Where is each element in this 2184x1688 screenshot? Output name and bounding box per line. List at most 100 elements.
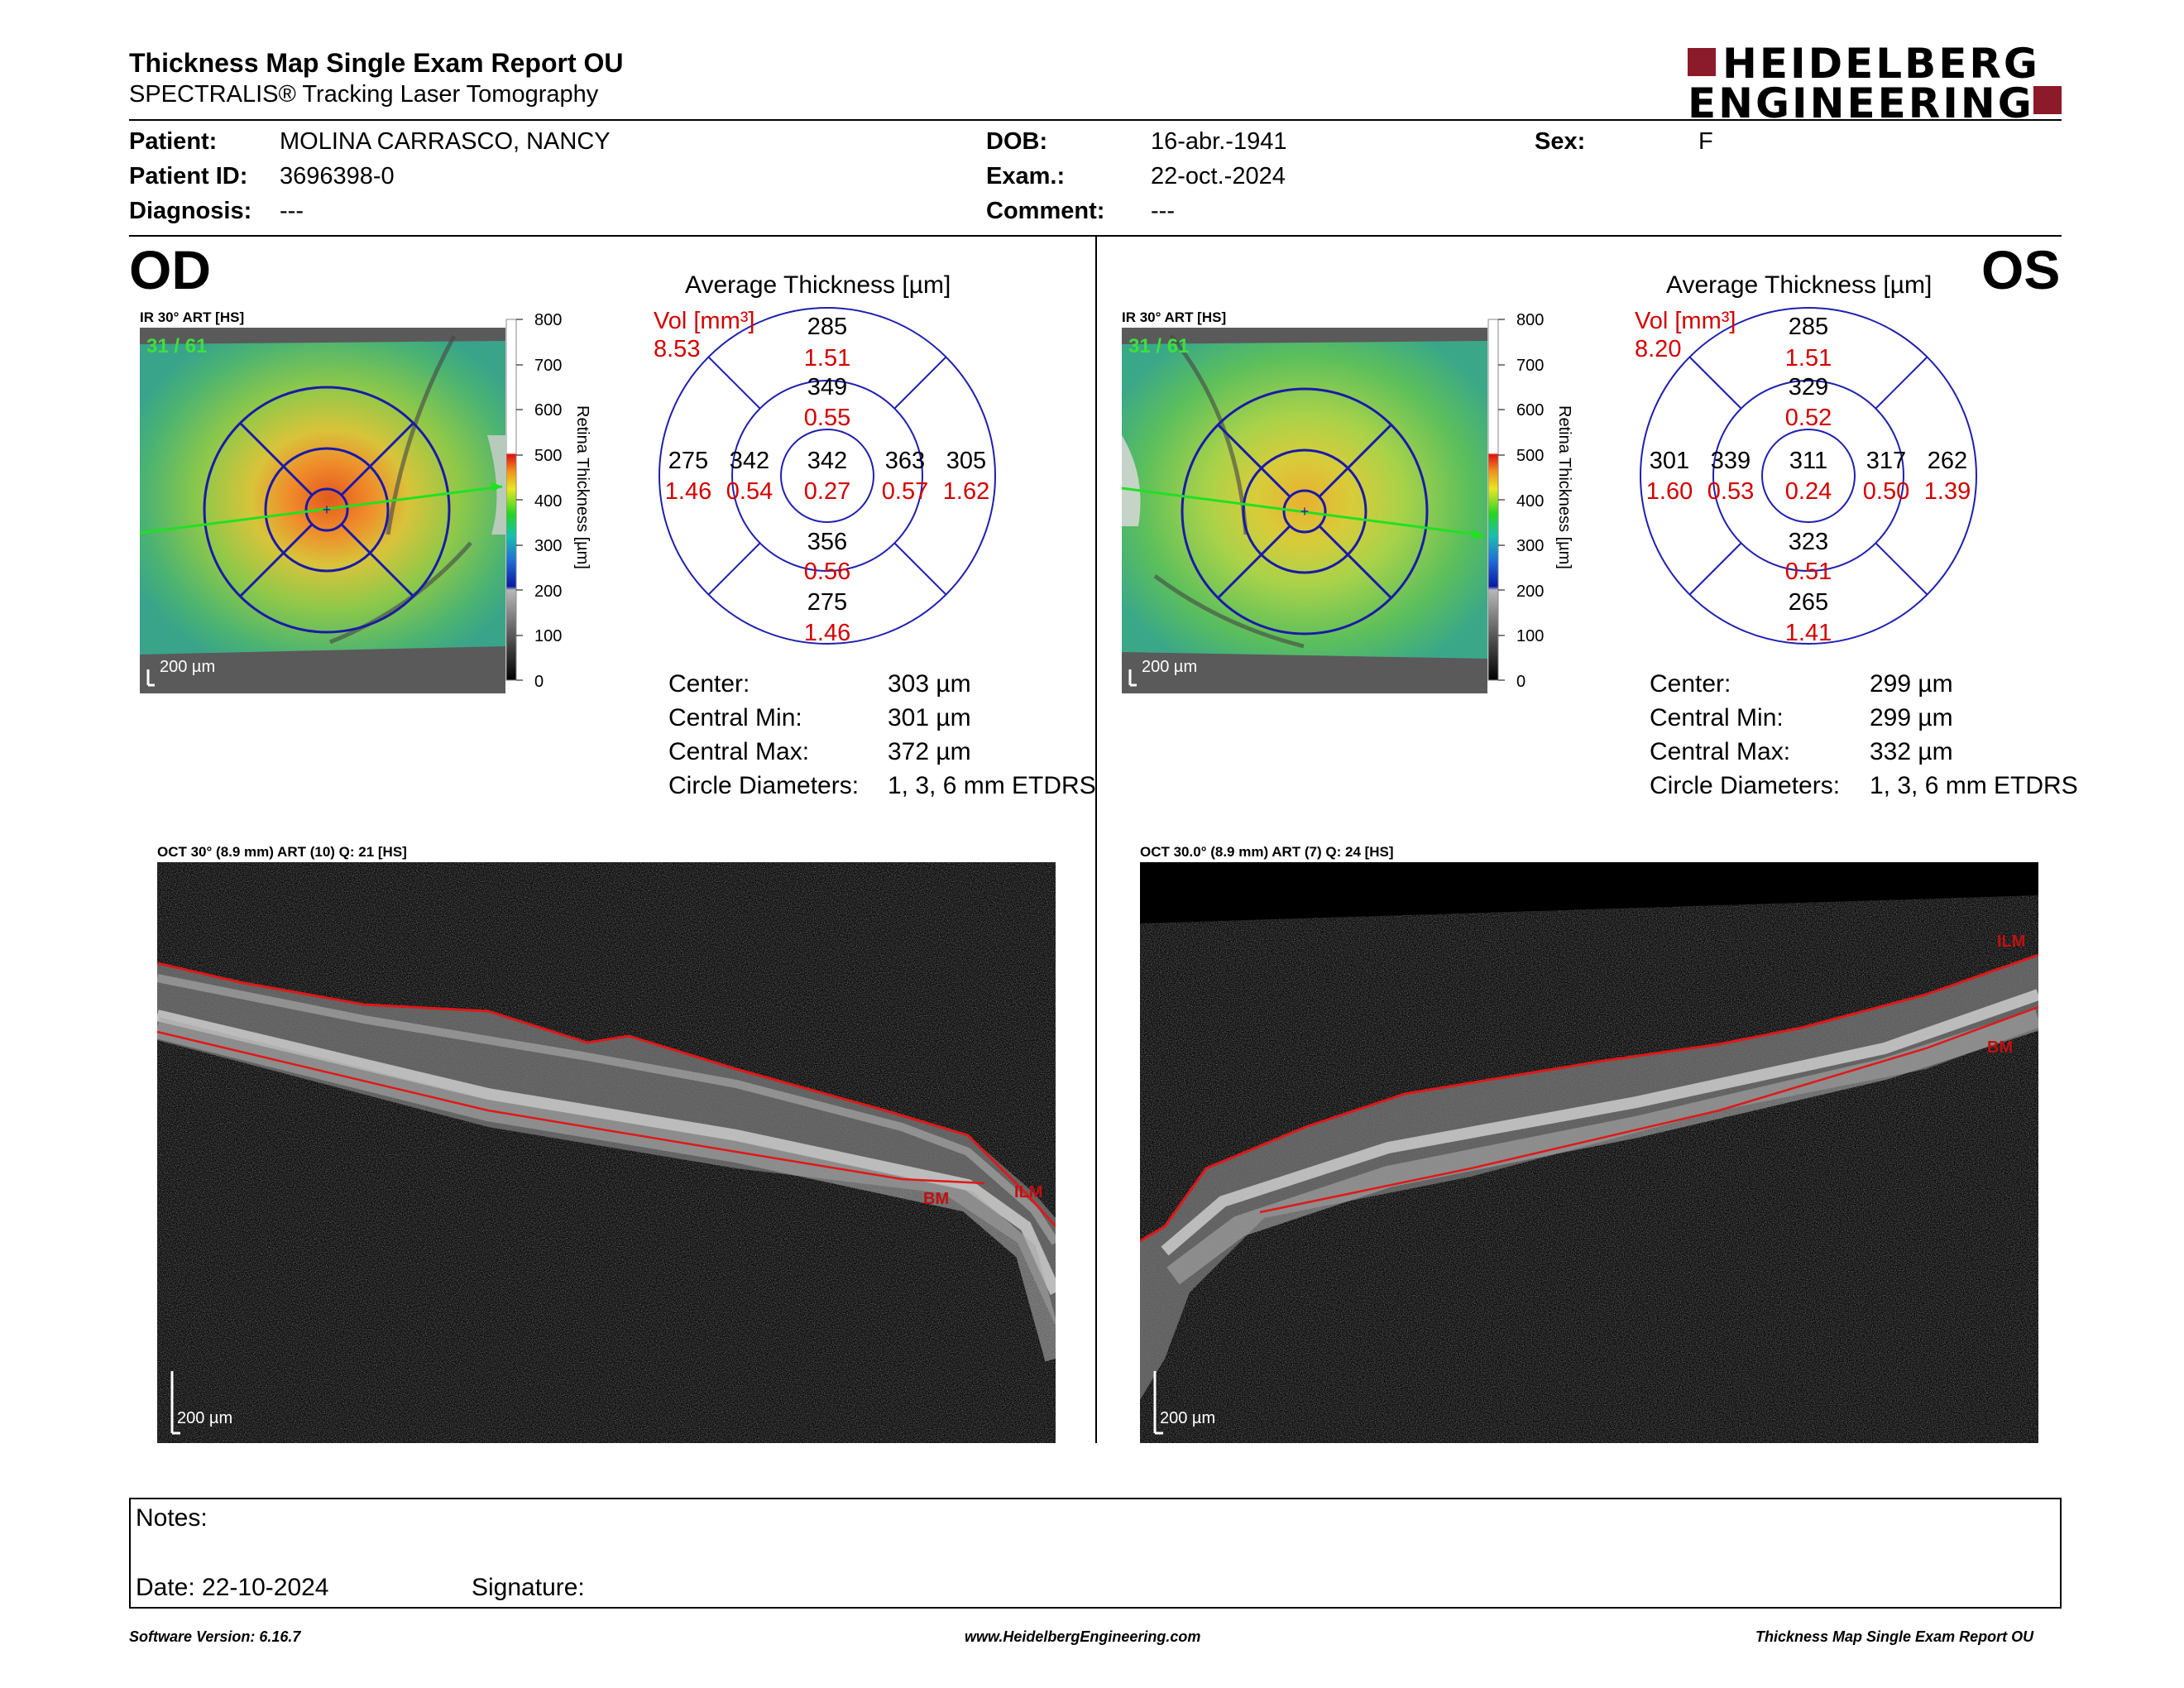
od-outer-bottom-volume: 1.46 bbox=[804, 620, 850, 646]
notes-box: Notes: Date: 22-10-2024 Signature: bbox=[129, 1498, 2062, 1609]
cbar-tick: 700 bbox=[534, 357, 562, 375]
od-oct-label: OCT 30° (8.9 mm) ART (10) Q: 21 [HS] bbox=[157, 844, 407, 860]
cbar-tick: 600 bbox=[534, 401, 562, 420]
os-outer-top-volume: 1.51 bbox=[1785, 345, 1832, 372]
od-stat-label: Center: bbox=[668, 670, 750, 698]
os-center-thickness: 311 bbox=[1789, 448, 1827, 474]
patient-label: Patient: bbox=[129, 128, 218, 155]
os-outer-bottom-volume: 1.41 bbox=[1785, 620, 1832, 646]
os-stat-value: 299 µm bbox=[1870, 670, 1953, 698]
od-inner-top-thickness: 349 bbox=[807, 374, 847, 400]
os-ir-label: IR 30° ART [HS] bbox=[1122, 309, 1227, 325]
cbar-tick: 600 bbox=[1516, 401, 1544, 420]
notes-label: Notes: bbox=[136, 1504, 208, 1532]
os-fundus-scale: 200 µm bbox=[1142, 658, 1197, 676]
od-vol-label: Vol [mm³] bbox=[654, 308, 755, 334]
os-inner-left-volume: 0.53 bbox=[1707, 478, 1754, 505]
logo-line1: HEIDELBERG bbox=[1722, 40, 2040, 88]
os-outer-left-volume: 1.60 bbox=[1646, 478, 1693, 505]
od-outer-left-thickness: 275 bbox=[668, 448, 708, 474]
os-vol-value: 8.20 bbox=[1635, 336, 1682, 362]
cbar-tick: 700 bbox=[1516, 357, 1544, 375]
od-stat-value: 1, 3, 6 mm ETDRS bbox=[888, 772, 1096, 799]
os-inner-bottom-volume: 0.51 bbox=[1785, 559, 1832, 585]
diagnosis-value: --- bbox=[280, 198, 304, 224]
cbar-tick: 100 bbox=[534, 627, 562, 645]
od-fundus-map: + 31 / 61 200 µm bbox=[140, 328, 505, 693]
os-stat-label: Center: bbox=[1650, 670, 1731, 698]
sex-label: Sex: bbox=[1535, 128, 1586, 155]
cbar-tick: 400 bbox=[1516, 492, 1544, 511]
od-stat-value: 372 µm bbox=[888, 738, 971, 765]
od-stat-label: Central Max: bbox=[668, 738, 810, 765]
os-avg-title: Average Thickness [µm] bbox=[1666, 271, 1933, 299]
os-frame-counter: 31 / 61 bbox=[1128, 335, 1189, 357]
os-eye-label: OS bbox=[1981, 239, 2061, 300]
od-fundus-scale: 200 µm bbox=[160, 658, 215, 676]
od-inner-left-thickness: 342 bbox=[730, 448, 769, 474]
os-outer-top-thickness: 285 bbox=[1789, 314, 1828, 340]
dob-label: DOB: bbox=[986, 128, 1048, 155]
cbar-tick: 0 bbox=[1516, 673, 1525, 691]
header-divider bbox=[129, 119, 2062, 121]
footer-report-name: Thickness Map Single Exam Report OU bbox=[1755, 1628, 2034, 1645]
od-frame-counter: 31 / 61 bbox=[146, 335, 207, 357]
center-divider bbox=[1095, 237, 1097, 1443]
cbar-tick: 500 bbox=[534, 447, 562, 465]
cbar-tick: 400 bbox=[534, 492, 562, 511]
report-title: Thickness Map Single Exam Report OU bbox=[129, 48, 624, 78]
footer-website: www.HeidelbergEngineering.com bbox=[965, 1628, 1201, 1645]
od-outer-right-volume: 1.62 bbox=[943, 478, 989, 505]
od-ir-label: IR 30° ART [HS] bbox=[140, 309, 245, 325]
os-outer-left-thickness: 301 bbox=[1650, 448, 1689, 474]
od-bm-label: BM bbox=[923, 1190, 949, 1208]
os-oct-scale: 200 µm bbox=[1160, 1409, 1215, 1427]
patient-id: 3696398-0 bbox=[280, 163, 395, 189]
od-avg-title: Average Thickness [µm] bbox=[685, 271, 951, 299]
od-inner-right-thickness: 363 bbox=[885, 448, 925, 474]
cbar-tick: 200 bbox=[534, 583, 562, 601]
os-stat-value: 332 µm bbox=[1870, 738, 1953, 765]
os-inner-left-thickness: 339 bbox=[1711, 448, 1751, 474]
os-stat-value: 1, 3, 6 mm ETDRS bbox=[1870, 772, 2078, 799]
cbar-tick: 800 bbox=[1516, 311, 1544, 329]
od-oct-scale: 200 µm bbox=[177, 1409, 232, 1427]
os-inner-right-volume: 0.50 bbox=[1863, 478, 1909, 505]
exam-label: Exam.: bbox=[986, 163, 1066, 189]
patient-id-label: Patient ID: bbox=[129, 163, 248, 189]
cbar-tick: 100 bbox=[1516, 627, 1544, 645]
os-center-volume: 0.24 bbox=[1785, 478, 1832, 505]
notes-signature: Signature: bbox=[472, 1574, 585, 1601]
od-etdrs-grid: 285 1.51 349 0.55 342 0.27 356 0.56 275 … bbox=[659, 307, 996, 646]
info-divider bbox=[129, 235, 2062, 237]
od-outer-bottom-thickness: 275 bbox=[807, 589, 847, 616]
dob-value: 16-abr.-1941 bbox=[1151, 128, 1287, 155]
od-inner-left-volume: 0.54 bbox=[726, 478, 773, 505]
os-colorbar: 800 700 600 500 400 300 200 100 0 Retina… bbox=[1487, 311, 1573, 691]
os-ilm-label: ILM bbox=[1997, 933, 2025, 951]
patient-name: MOLINA CARRASCO, NANCY bbox=[280, 128, 611, 155]
cbar-tick: 200 bbox=[1516, 583, 1544, 601]
od-stat-value: 301 µm bbox=[888, 704, 971, 731]
sex-value: F bbox=[1698, 128, 1713, 155]
cbar-tick: 300 bbox=[1516, 537, 1544, 555]
od-inner-right-volume: 0.57 bbox=[882, 478, 928, 505]
od-outer-top-thickness: 285 bbox=[807, 314, 847, 340]
comment-label: Comment: bbox=[986, 198, 1105, 224]
od-stat-label: Central Min: bbox=[668, 704, 802, 731]
od-stat-value: 303 µm bbox=[888, 670, 971, 698]
cbar-tick: 500 bbox=[1516, 447, 1544, 465]
od-center-thickness: 342 bbox=[807, 448, 847, 474]
cbar-tick: 0 bbox=[534, 673, 544, 691]
exam-value: 22-oct.-2024 bbox=[1151, 163, 1286, 189]
os-stat-value: 299 µm bbox=[1870, 704, 1953, 731]
os-inner-top-thickness: 329 bbox=[1789, 374, 1828, 400]
od-outer-right-thickness: 305 bbox=[946, 448, 986, 474]
os-inner-bottom-thickness: 323 bbox=[1789, 529, 1828, 555]
os-stat-label: Central Min: bbox=[1650, 704, 1784, 731]
od-inner-top-volume: 0.55 bbox=[804, 405, 850, 431]
od-outer-top-volume: 1.51 bbox=[804, 345, 850, 372]
od-colorbar: 800 700 600 500 400 300 200 100 0 Retina… bbox=[505, 311, 592, 691]
logo-line2: ENGINEERING bbox=[1688, 79, 2034, 127]
os-etdrs-grid: 285 1.51 329 0.52 311 0.24 323 0.51 265 … bbox=[1640, 307, 1977, 646]
